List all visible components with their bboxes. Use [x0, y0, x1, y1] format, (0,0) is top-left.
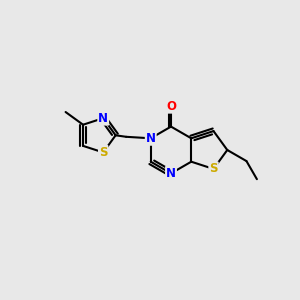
Text: N: N	[166, 167, 176, 180]
Text: S: S	[209, 162, 218, 176]
Text: N: N	[146, 132, 156, 145]
Text: O: O	[166, 100, 176, 113]
Text: N: N	[98, 112, 108, 125]
Text: S: S	[99, 146, 107, 159]
